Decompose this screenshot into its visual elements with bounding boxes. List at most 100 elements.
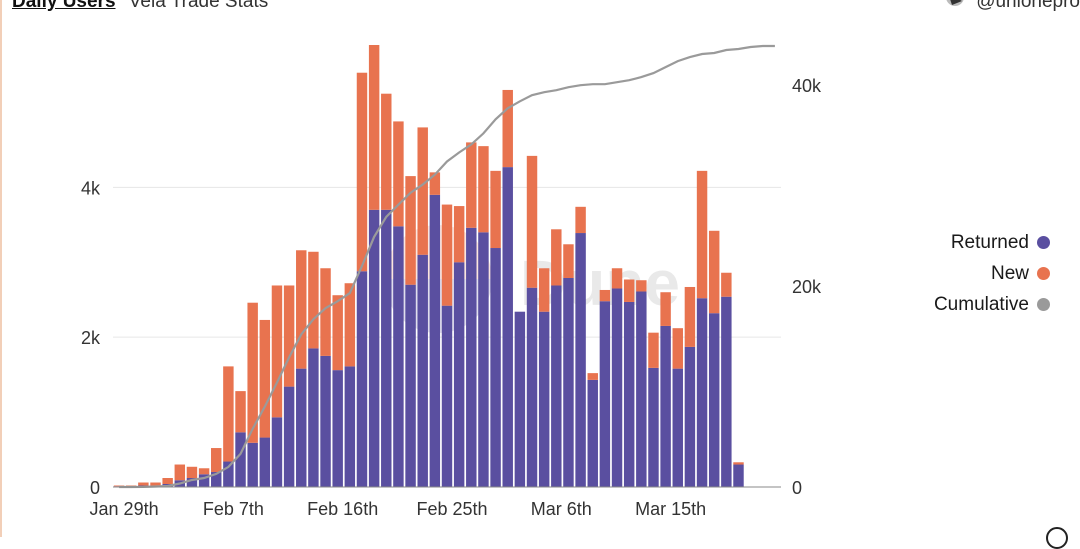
bar-new[interactable] [575,206,586,234]
bar-new[interactable] [587,373,598,380]
bar-new[interactable] [186,466,198,479]
bar-new[interactable] [150,482,161,486]
bar-new[interactable] [684,286,696,347]
bar-new[interactable] [502,89,513,168]
bar-returned[interactable] [368,209,380,488]
bar-new[interactable] [247,302,258,443]
bar-new[interactable] [660,292,671,326]
bar-returned[interactable] [332,370,343,487]
bar-returned[interactable] [466,227,477,487]
bar-returned[interactable] [211,472,222,487]
bar-new[interactable] [113,485,125,487]
bar-returned[interactable] [733,464,744,487]
bar-returned[interactable] [721,296,732,487]
bar-returned[interactable] [405,284,416,487]
bar-new[interactable] [296,250,307,369]
bar-returned[interactable] [696,298,708,487]
bar-returned[interactable] [623,301,635,487]
bar-new[interactable] [308,251,319,349]
bar-new[interactable] [466,142,477,228]
bar-returned[interactable] [381,209,392,488]
bar-new[interactable] [551,229,562,286]
bar-new[interactable] [441,204,453,306]
bar-returned[interactable] [563,277,574,487]
bar-new[interactable] [611,268,623,289]
bar-returned[interactable] [417,254,428,487]
bar-returned[interactable] [490,248,501,487]
bar-returned[interactable] [708,313,720,487]
bar-returned[interactable] [283,386,295,487]
bar-new[interactable] [429,172,441,195]
chart-title-link[interactable]: Daily Users [12,0,116,12]
bar-new[interactable] [672,328,683,369]
bar-returned[interactable] [198,474,210,487]
bar-new[interactable] [478,146,489,233]
bar-returned[interactable] [526,287,538,487]
bar-returned[interactable] [429,194,441,487]
cumulative-line[interactable] [119,44,775,489]
bar-returned[interactable] [247,442,258,487]
bar-new[interactable] [223,366,234,462]
bar-new[interactable] [138,482,149,486]
bar-returned[interactable] [320,355,331,487]
bar-returned[interactable] [660,325,671,487]
bar-returned[interactable] [587,379,598,487]
bar-returned[interactable] [393,226,404,487]
bar-new[interactable] [721,272,732,297]
legend-item-new[interactable]: New [934,258,1050,289]
bar-returned[interactable] [356,271,368,487]
bar-new[interactable] [599,289,611,302]
bar-new[interactable] [198,468,210,475]
bar-new[interactable] [490,170,501,249]
info-button[interactable] [1046,527,1068,549]
bar-new[interactable] [283,285,295,387]
bar-returned[interactable] [223,461,234,487]
author[interactable]: @unionepro [940,0,1080,13]
bar-new[interactable] [538,268,550,312]
bar-returned[interactable] [186,478,198,487]
bar-new[interactable] [235,391,246,433]
bar-returned[interactable] [551,285,562,487]
bar-new[interactable] [271,285,283,418]
bar-returned[interactable] [308,348,319,487]
bar-new[interactable] [526,155,538,288]
bar-returned[interactable] [502,167,513,487]
bar-returned[interactable] [271,417,283,487]
bar-new[interactable] [708,230,720,314]
bar-returned[interactable] [259,437,271,487]
bar-new[interactable] [636,280,647,292]
bar-new[interactable] [393,121,404,227]
bar-returned[interactable] [235,432,246,487]
bar-returned[interactable] [453,262,465,487]
bar-new[interactable] [320,268,331,356]
bar-new[interactable] [623,279,635,302]
bar-returned[interactable] [672,368,683,487]
bar-returned[interactable] [344,366,356,487]
bar-new[interactable] [259,319,271,438]
bar-new[interactable] [733,462,744,465]
legend-item-returned[interactable]: Returned [934,227,1050,258]
bar-returned[interactable] [648,367,659,487]
bar-returned[interactable] [514,311,526,487]
bar-new[interactable] [344,283,356,367]
bar-returned[interactable] [441,305,453,487]
bar-returned[interactable] [538,311,550,487]
bar-returned[interactable] [575,233,586,487]
legend-item-cumulative[interactable]: Cumulative [934,289,1050,320]
bar-new[interactable] [211,448,222,473]
bar-new[interactable] [405,176,416,285]
bar-returned[interactable] [599,301,611,487]
bar-new[interactable] [648,332,659,368]
bar-new[interactable] [125,485,137,487]
bar-new[interactable] [417,127,428,255]
bar-new[interactable] [174,464,186,481]
bar-new[interactable] [696,170,708,299]
bar-new[interactable] [356,72,368,272]
bar-returned[interactable] [478,232,489,487]
bar-new[interactable] [381,93,392,210]
bar-returned[interactable] [611,288,623,487]
bar-new[interactable] [368,45,380,210]
bar-new[interactable] [563,244,574,278]
bar-returned[interactable] [684,346,696,487]
bar-new[interactable] [162,478,173,485]
